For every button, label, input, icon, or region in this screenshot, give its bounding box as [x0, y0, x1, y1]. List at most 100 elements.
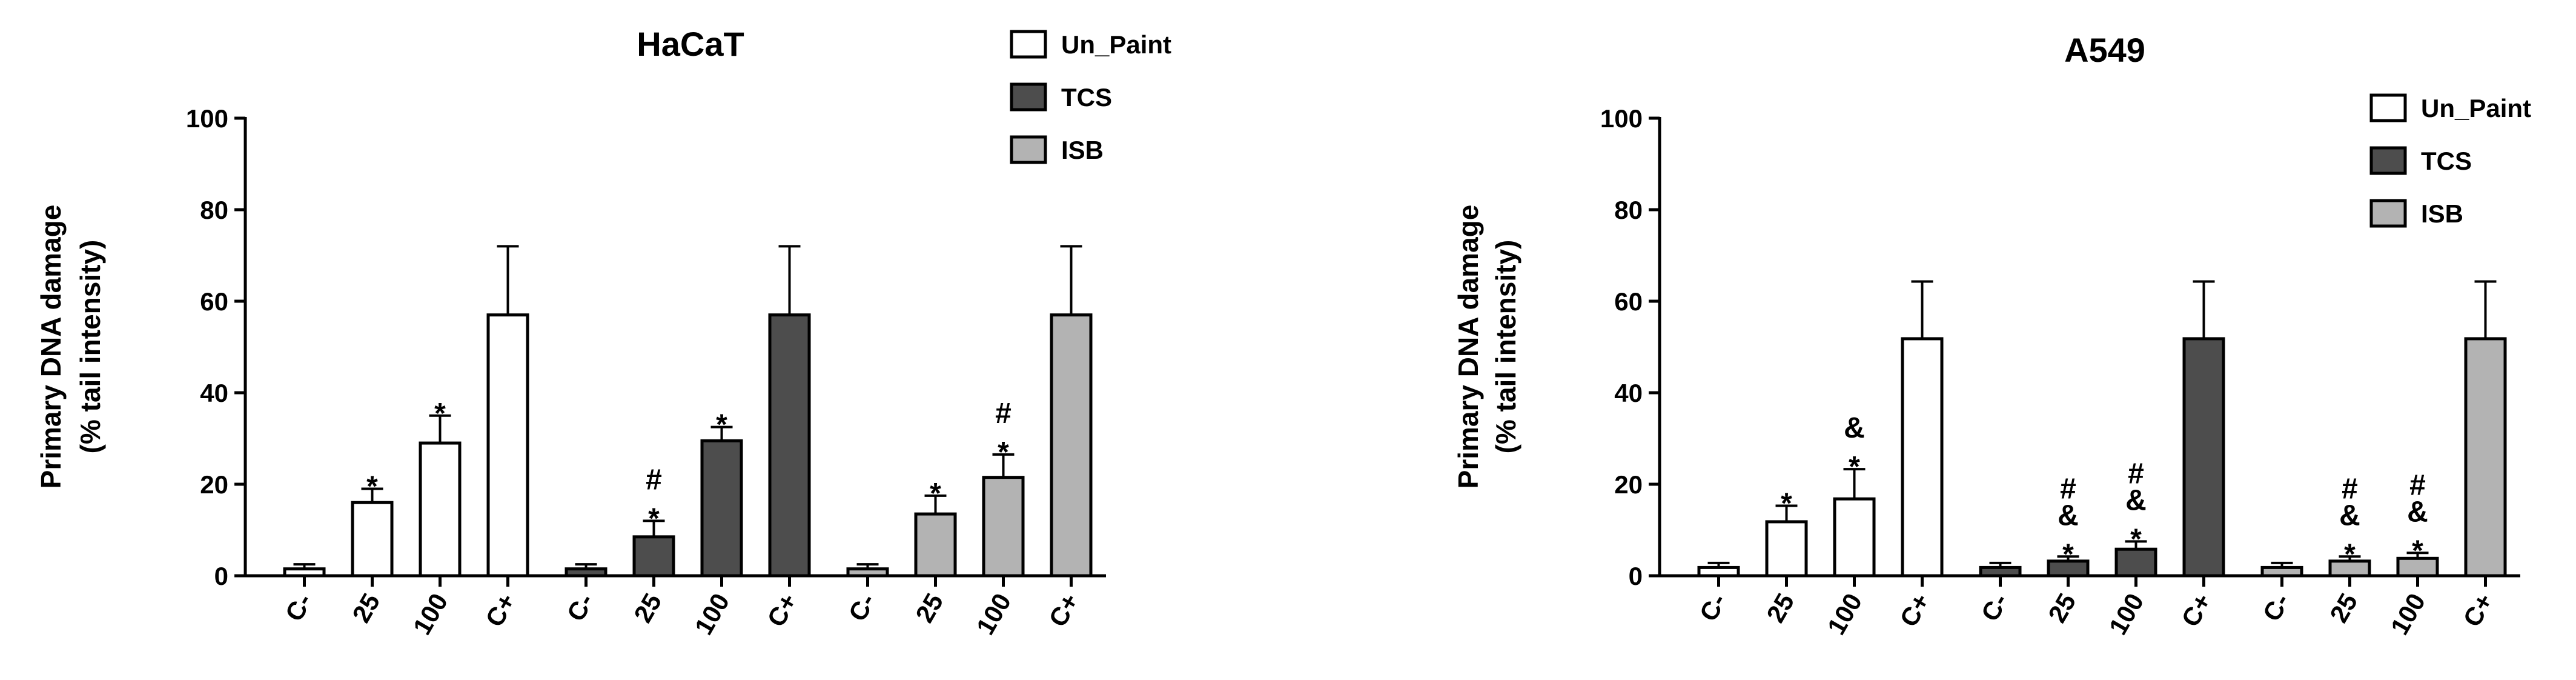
significance-mark: * — [648, 502, 660, 535]
x-category-label: C+ — [480, 588, 521, 632]
y-tick-label: 40 — [200, 379, 228, 407]
chart-title: A549 — [2064, 31, 2145, 69]
y-tick-label: 60 — [200, 287, 228, 316]
bar-tcs-cminus — [565, 567, 608, 578]
x-category-label: 100 — [971, 588, 1017, 639]
chart-title: HaCaT — [637, 25, 744, 63]
bar-un-paint-100 — [419, 441, 462, 578]
x-category-label: 100 — [2104, 588, 2150, 639]
significance-mark: # — [646, 464, 662, 496]
bar-isb-25 — [2328, 559, 2371, 578]
x-category-label: 25 — [910, 588, 949, 627]
bar-un-paint-cminus — [283, 567, 326, 578]
y-axis-label-unit: (% tail intensity) — [1490, 240, 1521, 454]
significance-mark: * — [2130, 523, 2142, 555]
significance-mark: * — [434, 398, 446, 430]
x-category-label: 100 — [408, 588, 454, 639]
significance-mark: * — [2412, 535, 2423, 567]
bar-isb-25 — [914, 512, 957, 578]
x-category-label: C- — [561, 588, 599, 626]
significance-mark: * — [716, 409, 727, 441]
bar-isb-cminus — [1050, 313, 1093, 578]
legend-label: Un_Paint — [1061, 30, 1171, 59]
legend-label: TCS — [2421, 147, 2472, 175]
y-tick-label: 0 — [214, 562, 228, 590]
y-tick-label: 20 — [200, 470, 228, 499]
y-axis-label: Primary DNA damage — [35, 205, 67, 489]
legend-swatch — [2369, 146, 2407, 175]
x-category-label: C+ — [2457, 588, 2498, 632]
x-category-label: C+ — [1894, 588, 1935, 632]
bar-tcs-cminus — [768, 313, 811, 578]
bar-un-paint-25 — [1765, 520, 1808, 578]
legend-swatch — [1010, 135, 1047, 164]
x-category-label: 25 — [2324, 588, 2363, 627]
y-tick-label: 80 — [1614, 196, 1643, 224]
x-category-label: 25 — [2042, 588, 2081, 627]
significance-mark: # — [2409, 469, 2426, 501]
chart-panel-a549: A549 Primary DNA damage (% tail intensity)… — [1452, 31, 2531, 639]
y-tick-label: 0 — [1629, 562, 1643, 590]
chart-panel-hacat: HaCaT Primary DNA damage (% tail intensity… — [35, 25, 1171, 639]
significance-mark: * — [1781, 487, 1792, 519]
bar-tcs-cminus — [1979, 565, 2022, 578]
significance-mark: * — [930, 478, 941, 510]
bar-tcs-25 — [632, 535, 675, 578]
bar-isb-100 — [2396, 556, 2439, 578]
significance-mark: # — [995, 398, 1012, 430]
x-category-label: 100 — [689, 588, 735, 639]
x-category-label: 25 — [1761, 588, 1800, 627]
x-category-label: C- — [843, 588, 881, 626]
y-tick-label: 80 — [200, 196, 228, 224]
significance-mark: * — [1849, 451, 1860, 483]
y-tick-label: 100 — [1600, 104, 1643, 133]
bar-isb-cminus — [2464, 337, 2507, 578]
legend-swatch — [2369, 199, 2407, 228]
significance-mark: # — [2342, 473, 2358, 505]
x-category-label: C- — [1975, 588, 2013, 626]
legend-label: ISB — [1061, 136, 1104, 164]
significance-mark: & — [2407, 496, 2428, 528]
x-category-label: C+ — [2176, 588, 2217, 632]
significance-mark: * — [998, 436, 1009, 468]
x-category-label: 25 — [628, 588, 667, 627]
significance-mark: * — [366, 471, 378, 503]
significance-mark: & — [2125, 484, 2147, 516]
significance-mark: # — [2060, 473, 2076, 505]
significance-mark: & — [1844, 412, 1865, 444]
bar-un-paint-cminus — [1901, 337, 1944, 578]
legend-label: Un_Paint — [2421, 94, 2531, 122]
legend-swatch — [1010, 30, 1047, 59]
significance-mark: * — [2062, 538, 2074, 570]
bar-un-paint-cminus — [1697, 565, 1740, 578]
bar-tcs-100 — [700, 439, 743, 578]
bar-isb-100 — [982, 476, 1025, 578]
bar-isb-cminus — [2260, 565, 2303, 578]
x-category-label: C- — [279, 588, 317, 626]
legend-label: TCS — [1061, 83, 1112, 112]
x-category-label: 100 — [1822, 588, 1868, 639]
significance-mark: & — [2339, 499, 2360, 532]
legend-label: ISB — [2421, 199, 2463, 228]
y-axis-label-unit: (% tail intensity) — [74, 240, 106, 454]
y-tick-label: 100 — [186, 104, 228, 133]
x-category-label: C- — [1694, 588, 1732, 626]
y-tick-label: 60 — [1614, 287, 1643, 316]
bar-un-paint-cminus — [486, 313, 529, 578]
y-tick-label: 40 — [1614, 379, 1643, 407]
significance-mark: & — [2058, 499, 2079, 532]
significance-mark: * — [2344, 538, 2356, 570]
x-category-label: C+ — [761, 588, 803, 632]
x-category-label: C+ — [1043, 588, 1084, 632]
legend-swatch — [2369, 93, 2407, 122]
bar-tcs-cminus — [2182, 337, 2225, 578]
bar-un-paint-25 — [351, 501, 394, 578]
y-axis-label: Primary DNA damage — [1452, 205, 1484, 489]
y-tick-label: 20 — [1614, 470, 1643, 499]
x-category-label: 100 — [2385, 588, 2431, 639]
x-category-label: 25 — [346, 588, 385, 627]
bar-isb-cminus — [846, 567, 889, 578]
significance-mark: # — [2128, 458, 2144, 490]
legend-swatch — [1010, 82, 1047, 112]
